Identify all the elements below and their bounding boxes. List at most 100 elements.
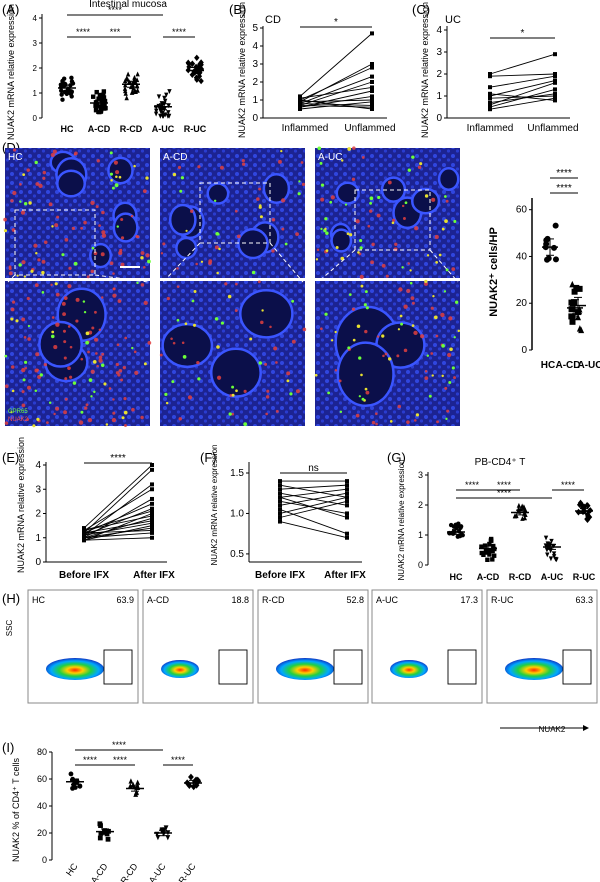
nuak2-signal — [90, 369, 95, 374]
nuak2-signal — [12, 148, 17, 152]
gpr65-signal — [348, 293, 352, 296]
nuak2-signal — [234, 209, 238, 213]
gpr65-signal — [51, 225, 54, 228]
panel-h-yaxis: SSC — [5, 620, 14, 637]
data-point — [543, 535, 549, 541]
y-tick-label: 2 — [418, 500, 423, 510]
data-point — [521, 504, 527, 510]
point-after — [150, 528, 154, 533]
y-tick-label: 0 — [33, 114, 38, 123]
nuak2-signal — [64, 237, 69, 242]
gpr65-signal — [118, 175, 122, 179]
significance-label: **** — [497, 488, 512, 498]
gpr65-signal — [327, 391, 331, 395]
gpr65-signal — [133, 164, 136, 168]
nuak2-signal — [241, 158, 245, 163]
pair-line — [489, 93, 556, 104]
data-point — [451, 524, 457, 529]
nuak2-signal — [135, 235, 139, 239]
significance-label: **** — [171, 755, 186, 765]
nuak2-signal — [243, 389, 247, 393]
data-point — [93, 107, 99, 113]
nuak2-signal — [434, 234, 439, 240]
gpr65-signal — [109, 172, 114, 176]
data-point — [123, 90, 128, 96]
gpr65-signal — [185, 229, 188, 232]
point-before — [82, 535, 86, 540]
y-tick-label: 0 — [35, 557, 41, 568]
panel-c-letter: (C) — [412, 2, 430, 17]
gpr65-signal — [179, 189, 183, 193]
point-after — [150, 509, 154, 514]
gpr65-signal — [291, 299, 295, 303]
nuak2-signal — [10, 365, 15, 369]
y-tick-label: 1.5 — [230, 468, 244, 479]
flow-plot-label: A-CD — [147, 595, 169, 605]
data-point — [487, 541, 492, 547]
image-label-acd: A-CD — [163, 152, 187, 163]
panel-h-letter: (H) — [2, 591, 20, 606]
crypt — [237, 227, 269, 260]
gpr65-signal — [109, 151, 113, 155]
gpr65-signal — [359, 246, 363, 250]
panel-h-xaxis: NUAK2 — [539, 725, 566, 734]
pair-line — [279, 500, 348, 518]
data-point — [98, 823, 103, 828]
nuak2-signal — [34, 283, 39, 287]
gpr65-signal — [83, 310, 87, 314]
flow-gate-value: 52.8 — [346, 595, 364, 605]
data-point — [551, 554, 557, 559]
point-before — [298, 105, 302, 110]
gpr65-signal — [424, 194, 429, 198]
point-after — [345, 515, 349, 520]
gpr65-signal — [123, 410, 128, 415]
nuak2-signal — [241, 162, 246, 166]
data-point — [569, 315, 576, 323]
legend-green: GPR65 — [8, 409, 28, 415]
data-point — [571, 288, 578, 295]
nuak2-signal — [440, 312, 445, 318]
point-after — [553, 78, 557, 83]
gpr65-signal — [411, 324, 415, 327]
point-after — [150, 487, 154, 492]
nuak2-signal — [338, 379, 342, 383]
nuak2-signal — [172, 341, 176, 345]
significance-label: **** — [108, 5, 123, 15]
nuak2-signal — [51, 316, 55, 319]
data-point — [551, 244, 558, 251]
panel-c-lines: 0 1 2 3 4 * — [436, 25, 570, 124]
gpr65-signal — [116, 225, 119, 228]
point-after — [370, 31, 374, 36]
gpr65-signal — [330, 339, 334, 342]
nuak2-signal — [394, 242, 398, 246]
crypt — [209, 347, 262, 398]
flow-gate — [218, 649, 248, 685]
significance-label: **** — [112, 740, 127, 750]
nuak2-signal — [369, 209, 373, 213]
gpr65-signal — [329, 200, 333, 204]
nuak2-signal — [53, 345, 58, 350]
flow-plot-frame — [142, 589, 254, 704]
gpr65-signal — [136, 281, 139, 285]
data-point — [456, 521, 461, 526]
nuak2-signal — [11, 300, 16, 304]
data-point — [128, 778, 134, 784]
nuak2-signal — [120, 262, 125, 267]
gpr65-signal — [100, 363, 105, 368]
data-point — [154, 108, 159, 114]
data-point — [189, 60, 196, 67]
gpr65-signal — [24, 202, 28, 206]
x-tick-label: HC — [64, 861, 80, 878]
data-point — [58, 88, 64, 93]
data-point — [459, 531, 464, 537]
data-point — [491, 553, 497, 558]
data-point — [195, 65, 202, 72]
gpr65-signal — [284, 242, 288, 246]
gpr65-signal — [216, 345, 220, 349]
pair-line — [83, 469, 153, 534]
gpr65-signal — [235, 389, 238, 393]
nuak2-signal — [52, 149, 57, 154]
panel-a-points — [58, 54, 205, 119]
nuak2-signal — [365, 390, 370, 395]
nuak2-signal — [80, 226, 83, 230]
